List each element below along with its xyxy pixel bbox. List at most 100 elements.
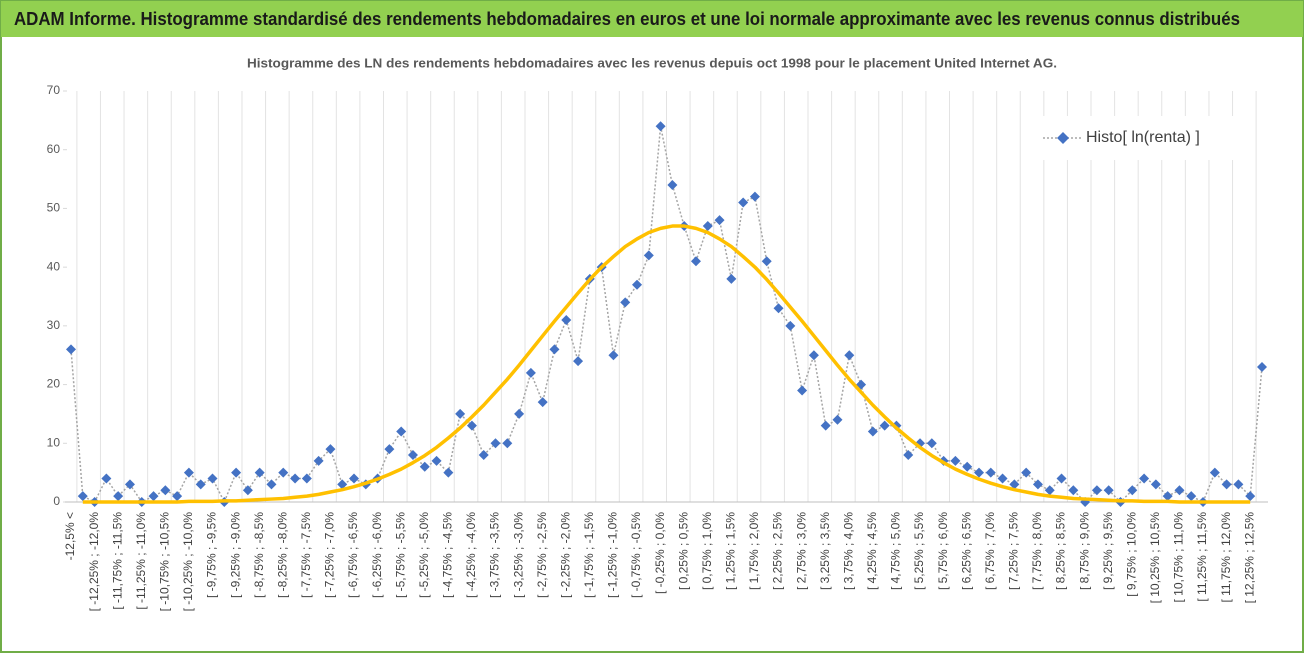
- x-tick-label: [ -11,75% ; -11,5%: [110, 512, 124, 610]
- data-point: [254, 467, 265, 478]
- x-tick-label: [ -2,25% ; -2,0%: [558, 512, 572, 598]
- data-point: [455, 408, 466, 419]
- x-tick-label: [ -4,75% ; -4,5%: [441, 512, 455, 598]
- x-tick-label: [ 0,75% ; 1,0%: [700, 512, 714, 590]
- data-point: [985, 467, 996, 478]
- data-point: [797, 385, 808, 396]
- data-point: [667, 179, 678, 190]
- x-tick-label: [ -0,75% ; -0,5%: [629, 512, 643, 598]
- data-point: [266, 479, 277, 490]
- data-point: [290, 473, 301, 484]
- data-point: [820, 420, 831, 431]
- legend-marker: [1057, 132, 1069, 144]
- data-point: [1150, 479, 1161, 490]
- x-tick-label: [ 8,25% ; 8,5%: [1054, 512, 1068, 590]
- x-tick-label: [ 4,75% ; 5,0%: [889, 512, 903, 590]
- x-tick-label: [ 9,75% ; 10,0%: [1124, 512, 1138, 597]
- data-point: [384, 444, 395, 455]
- x-tick-label: [ 0,25% ; 0,5%: [676, 512, 690, 590]
- data-point: [1245, 491, 1256, 502]
- data-point: [1009, 479, 1020, 490]
- data-point: [620, 297, 631, 308]
- x-tick-label: [ 7,75% ; 8,0%: [1030, 512, 1044, 590]
- y-tick-label: 10: [47, 435, 61, 449]
- x-tick-label: [ 2,25% ; 2,5%: [771, 512, 785, 590]
- data-point: [808, 350, 819, 361]
- x-tick-label: [ -12,25% ; -12,0%: [87, 512, 101, 612]
- data-point: [466, 420, 477, 431]
- data-point: [407, 450, 418, 461]
- data-point: [1044, 485, 1055, 496]
- x-tick-label: [ 4,25% ; 4,5%: [865, 512, 879, 590]
- x-tick-label: [ 5,25% ; 5,5%: [912, 512, 926, 590]
- data-point: [478, 450, 489, 461]
- x-tick-label: [ -7,75% ; -7,5%: [299, 512, 313, 598]
- y-tick-label: 20: [47, 377, 61, 391]
- data-point: [101, 473, 112, 484]
- x-tick-label: [ -10,25% ; -10,0%: [181, 512, 195, 612]
- y-tick-label: 60: [47, 142, 61, 156]
- data-point: [561, 314, 572, 325]
- x-tick-label: [ -6,25% ; -6,0%: [370, 512, 384, 598]
- x-tick-label: [ 9,25% ; 9,5%: [1101, 512, 1115, 590]
- x-tick-label: [ -6,75% ; -6,5%: [346, 512, 360, 598]
- x-tick-label: [ 12,25% ; 12,5%: [1242, 512, 1256, 604]
- data-point: [950, 455, 961, 466]
- y-tick-label: 30: [47, 318, 61, 332]
- data-point: [1103, 485, 1114, 496]
- data-point: [301, 473, 312, 484]
- data-point: [573, 356, 584, 367]
- data-point: [1091, 485, 1102, 496]
- data-point: [1056, 473, 1067, 484]
- data-point: [761, 256, 772, 267]
- data-point: [1021, 467, 1032, 478]
- x-tick-label: [ -1,25% ; -1,0%: [606, 512, 620, 598]
- data-point: [632, 279, 643, 290]
- header-bar: [1, 1, 1303, 37]
- data-point: [1209, 467, 1220, 478]
- x-tick-label: [ 11,75% ; 12,0%: [1219, 512, 1233, 603]
- data-point: [867, 426, 878, 437]
- data-point: [1127, 485, 1138, 496]
- data-point: [926, 438, 937, 449]
- y-tick-label: 40: [47, 259, 61, 273]
- chart-title: Histogramme des LN des rendements hebdom…: [247, 55, 1057, 70]
- data-point: [490, 438, 501, 449]
- data-point: [349, 473, 360, 484]
- x-tick-label: [ 10,75% ; 11,0%: [1172, 512, 1186, 603]
- data-point: [1162, 491, 1173, 502]
- x-tick-label: [ 8,75% ; 9,0%: [1077, 512, 1091, 590]
- x-tick-label: -12,5% <: [63, 512, 77, 560]
- data-point: [1186, 491, 1197, 502]
- x-tick-label: [ 1,25% ; 1,5%: [724, 512, 738, 590]
- x-tick-label: [ 3,75% ; 4,0%: [841, 512, 855, 590]
- data-point: [643, 250, 654, 261]
- x-tick-label: [ -11,25% ; -11,0%: [134, 512, 148, 610]
- x-tick-label: [ 1,75% ; 2,0%: [747, 512, 761, 590]
- x-tick-label: [ -1,75% ; -1,5%: [582, 512, 596, 598]
- x-tick-label: [ 7,25% ; 7,5%: [1007, 512, 1021, 590]
- x-tick-label: [ -9,75% ; -9,5%: [205, 512, 219, 598]
- y-tick-label: 50: [47, 201, 61, 215]
- data-point: [443, 467, 454, 478]
- x-tick-label: [ -8,75% ; -8,5%: [252, 512, 266, 598]
- x-tick-label: [ -3,75% ; -3,5%: [488, 512, 502, 598]
- data-point: [997, 473, 1008, 484]
- data-point: [207, 473, 218, 484]
- data-point: [844, 350, 855, 361]
- data-point: [172, 491, 183, 502]
- x-tick-label: [ -5,25% ; -5,0%: [417, 512, 431, 598]
- data-point: [785, 320, 796, 331]
- x-tick-label: [ 5,75% ; 6,0%: [936, 512, 950, 590]
- y-tick-label: 70: [47, 83, 61, 97]
- data-point: [337, 479, 348, 490]
- fit-curve: [82, 224, 1251, 504]
- data-point: [1221, 479, 1232, 490]
- data-point: [903, 450, 914, 461]
- data-point: [726, 273, 737, 284]
- data-point: [608, 350, 619, 361]
- data-point: [419, 461, 430, 472]
- data-point: [502, 438, 513, 449]
- data-point: [231, 467, 242, 478]
